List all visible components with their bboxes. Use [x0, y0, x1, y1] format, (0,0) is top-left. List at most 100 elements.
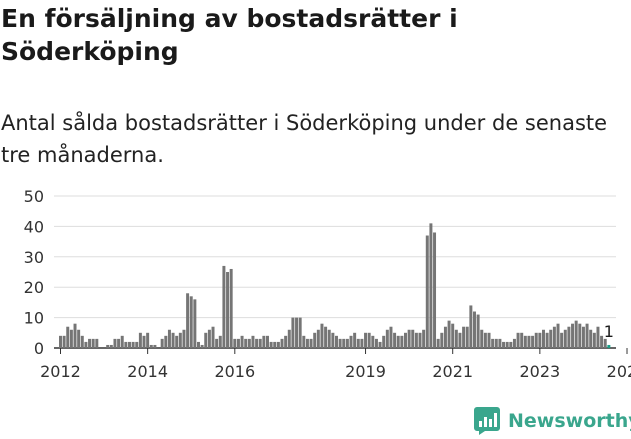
bar	[291, 317, 295, 348]
bar	[204, 332, 208, 348]
bar	[527, 335, 531, 348]
bar	[251, 335, 255, 348]
y-tick-label: 50	[24, 187, 44, 206]
brand-logo: Newsworthy	[474, 407, 631, 435]
bar	[436, 338, 440, 348]
bar	[578, 323, 582, 348]
bar-latest	[607, 344, 611, 348]
bar	[178, 332, 182, 348]
bar	[287, 329, 291, 348]
bar	[382, 335, 386, 348]
bar	[189, 296, 193, 348]
bar	[135, 341, 139, 348]
bar	[215, 338, 219, 348]
bar	[523, 335, 527, 348]
y-tick-label: 10	[24, 309, 44, 328]
bar	[429, 223, 433, 348]
bar	[236, 338, 240, 348]
bar	[175, 335, 179, 348]
bar	[186, 293, 190, 348]
bar	[378, 341, 382, 348]
bar	[411, 329, 415, 348]
bar	[255, 338, 259, 348]
bar	[560, 332, 564, 348]
bar	[66, 326, 70, 348]
brand-name: Newsworthy	[508, 410, 631, 432]
bar	[69, 329, 73, 348]
bar	[302, 335, 306, 348]
chart-title: En försäljning av bostadsrätter i Söderk…	[1, 4, 458, 66]
bar	[552, 326, 556, 348]
bar	[244, 338, 248, 348]
bar	[262, 335, 266, 348]
bar	[385, 329, 389, 348]
bar	[258, 338, 262, 348]
bar	[229, 268, 233, 348]
bar	[240, 335, 244, 348]
bar	[509, 341, 513, 348]
x-tick-label: 2016	[214, 362, 255, 381]
bar	[571, 323, 575, 348]
bar	[425, 235, 429, 348]
x-tick-label: 2019	[345, 362, 386, 381]
bar	[433, 232, 437, 348]
bar	[389, 326, 393, 348]
bar	[207, 329, 211, 348]
bar	[138, 332, 142, 348]
bar	[95, 338, 99, 348]
bar	[600, 335, 604, 348]
bar	[91, 338, 95, 348]
bar	[454, 329, 458, 348]
bar	[73, 323, 77, 348]
bar	[360, 338, 364, 348]
bar	[563, 329, 567, 348]
bar	[222, 265, 226, 348]
bar-chart: 0 10 20 30 40 50 1 2012 2014 2016 2019 2021 2023 2025	[24, 187, 631, 381]
bar	[149, 344, 153, 348]
bar	[324, 326, 328, 348]
bar	[585, 323, 589, 348]
y-tick-label: 30	[24, 248, 44, 267]
bar	[338, 338, 342, 348]
bar	[335, 335, 338, 348]
bar	[197, 341, 200, 348]
bar	[512, 338, 516, 348]
bar	[276, 341, 280, 348]
bar	[316, 329, 320, 348]
y-tick-label: 20	[24, 278, 44, 297]
bar	[534, 332, 538, 348]
latest-value-label: 1	[604, 322, 614, 341]
bar	[269, 341, 273, 348]
bar	[465, 326, 469, 348]
bar	[167, 329, 171, 348]
x-tick-label: 2025	[607, 362, 631, 381]
bar	[491, 338, 495, 348]
bar	[487, 332, 491, 348]
y-tick-label: 0	[34, 339, 44, 358]
bar	[153, 344, 157, 348]
bar	[589, 329, 593, 348]
bar	[549, 329, 553, 348]
bar	[374, 338, 378, 348]
bar	[106, 344, 110, 348]
bar	[364, 332, 368, 348]
bar	[581, 326, 585, 348]
bar	[520, 332, 524, 348]
bar	[516, 332, 520, 348]
bar	[458, 332, 462, 348]
bar	[440, 332, 444, 348]
bar	[476, 314, 480, 348]
bar	[211, 326, 215, 348]
bar	[62, 335, 66, 348]
bar	[498, 338, 502, 348]
bar	[280, 338, 284, 348]
bar	[592, 332, 596, 348]
bar	[400, 335, 404, 348]
chart-subtitle: Antal sålda bostadsrätter i Söderköping …	[1, 111, 608, 167]
bar	[266, 335, 269, 348]
bar	[124, 341, 128, 348]
bar	[473, 311, 476, 348]
bar	[393, 332, 397, 348]
newsworthy-logo-icon	[474, 407, 500, 435]
bar	[193, 299, 197, 348]
